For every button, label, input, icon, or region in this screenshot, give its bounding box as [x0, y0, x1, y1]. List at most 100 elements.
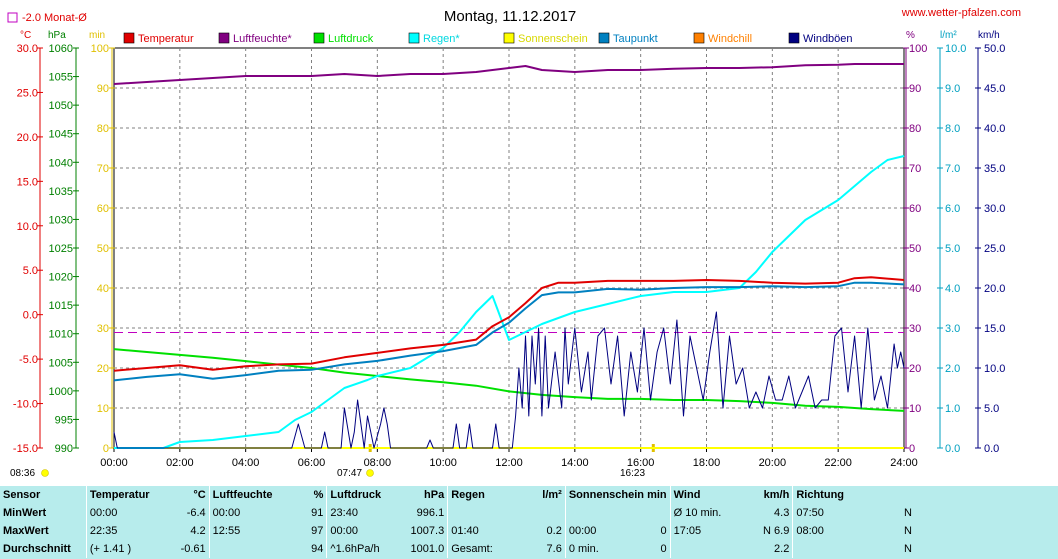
rain-time	[447, 504, 515, 522]
wind-tick: 30.0	[984, 203, 1005, 215]
wind-tick: 50.0	[984, 43, 1005, 55]
wind-tick: 10.0	[984, 363, 1005, 375]
wind-tick: 25.0	[984, 243, 1005, 255]
pres-val: 996.1	[416, 507, 445, 519]
row-label: MinWert	[3, 507, 47, 519]
pres-unit-header: hPa	[424, 489, 445, 501]
pres-time: 23:40	[326, 504, 394, 522]
legend-swatch	[313, 32, 325, 44]
hum-unit-header: %	[313, 489, 324, 501]
x-tick-label: 06:00	[298, 457, 326, 469]
pressure-tick: 1010	[49, 329, 73, 341]
x-tick-label: 08:00	[364, 457, 392, 469]
pres-time: 00:00	[326, 522, 394, 540]
wind-unit: km/h	[978, 30, 1000, 41]
humidity-tick: 90	[909, 83, 921, 95]
temp-tick: 10.0	[17, 221, 38, 233]
rain-tick: 4.0	[945, 283, 960, 295]
series-line-luftdruck	[113, 348, 905, 412]
legend-label: Windböen	[803, 33, 853, 45]
rain-tick: 9.0	[945, 83, 960, 95]
sun-time: 0 min.	[564, 540, 644, 558]
temp-time: 22:35	[85, 522, 163, 540]
pressure-tick: 990	[55, 443, 73, 455]
row-label: MaxWert	[3, 525, 49, 537]
x-tick-label: 04:00	[232, 457, 260, 469]
hum-val: 91	[311, 507, 324, 519]
stats-row-avg: Durchschnitt (+ 1.41 ) -0.61 94 ^1.6hPa/…	[0, 540, 915, 558]
monthly-avg-marker	[7, 12, 18, 23]
legend-swatch	[693, 32, 705, 44]
temp-tick: 30.0	[17, 43, 38, 55]
rain-tick: 0.0	[945, 443, 960, 455]
x-tick-label: 14:00	[561, 457, 589, 469]
legend-swatch	[408, 32, 420, 44]
temp-unit-header: °C	[193, 489, 206, 501]
rain-time: Gesamt:	[447, 540, 515, 558]
humidity-tick: 50	[909, 243, 921, 255]
series-line-regen	[114, 155, 905, 449]
x-tick-label: 10:00	[429, 457, 457, 469]
pressure-tick: 1045	[49, 129, 73, 141]
rain-tick: 8.0	[945, 123, 960, 135]
rain-tick: 2.0	[945, 363, 960, 375]
temp-tick: -15.0	[13, 443, 38, 455]
rain-tick: 5.0	[945, 243, 960, 255]
series-line-taupunkt	[113, 281, 905, 382]
legend-label: Temperatur	[138, 33, 194, 45]
humidity-tick: 60	[909, 203, 921, 215]
rain-time: 01:40	[447, 522, 515, 540]
rain-val: 0.2	[546, 525, 562, 537]
dir-val: N	[904, 507, 912, 519]
temp-tick: 15.0	[17, 176, 38, 188]
pressure-tick: 1030	[49, 214, 73, 226]
sun-tick: 70	[97, 163, 109, 175]
legend-label: Windchill	[708, 33, 752, 45]
stats-row-min: MinWert 00:00 -6.4 00:00 91 23:40 996.1 …	[0, 504, 915, 522]
legend-swatch	[598, 32, 610, 44]
row-label: Durchschnitt	[3, 543, 71, 555]
pressure-tick: 995	[55, 414, 73, 426]
stats-table: Sensor Temperatur °C Luftfeuchte % Luftd…	[0, 486, 915, 558]
x-tick-label: 12:00	[495, 457, 523, 469]
temp-time: 00:00	[85, 504, 163, 522]
hum-header: Luftfeuchte	[208, 486, 281, 504]
dir-val: N	[904, 543, 912, 555]
legend-swatch	[503, 32, 515, 44]
wind-val: 2.2	[774, 543, 790, 555]
pres-val: 1001.0	[410, 543, 445, 555]
rain-header: Regen	[447, 486, 515, 504]
sun-marker-icon	[366, 469, 374, 477]
sun-header: Sonnenschein min	[564, 486, 671, 504]
sun-val: 0	[660, 525, 667, 537]
site-url: www.wetter-pfalzen.com	[901, 7, 1021, 19]
humidity-tick: 30	[909, 323, 921, 335]
wind-tick: 5.0	[984, 403, 999, 415]
dir-time: 08:00	[792, 522, 860, 540]
wind-unit-header: km/h	[763, 489, 790, 501]
pressure-unit: hPa	[48, 30, 66, 41]
sunrise-label: 08:36	[10, 468, 35, 479]
dir-header: Richtung	[792, 486, 860, 504]
sun-val	[643, 504, 670, 522]
x-tick-label: 02:00	[166, 457, 194, 469]
humidity-tick: 40	[909, 283, 921, 295]
sun-time	[564, 504, 644, 522]
sun-tick: 80	[97, 123, 109, 135]
series-line-temperatur	[113, 276, 905, 372]
sun-marker-label: 07:47	[337, 468, 362, 479]
rain-unit-header: l/m²	[542, 489, 562, 501]
sun-tick: 60	[97, 203, 109, 215]
legend-swatch	[218, 32, 230, 44]
sensor-header: Sensor	[3, 489, 41, 501]
wind-time	[669, 540, 737, 558]
wind-tick: 20.0	[984, 283, 1005, 295]
x-tick-label: 16:00	[627, 457, 655, 469]
sun-tick: 0	[103, 443, 109, 455]
sunset-label: 16:23	[620, 468, 645, 479]
legend-label: Sonnenschein	[518, 33, 588, 45]
series-line-luftfeuchte	[113, 63, 904, 85]
temp-val: 4.2	[190, 525, 206, 537]
wind-tick: 40.0	[984, 123, 1005, 135]
stats-header-row: Sensor Temperatur °C Luftfeuchte % Luftd…	[0, 486, 915, 504]
